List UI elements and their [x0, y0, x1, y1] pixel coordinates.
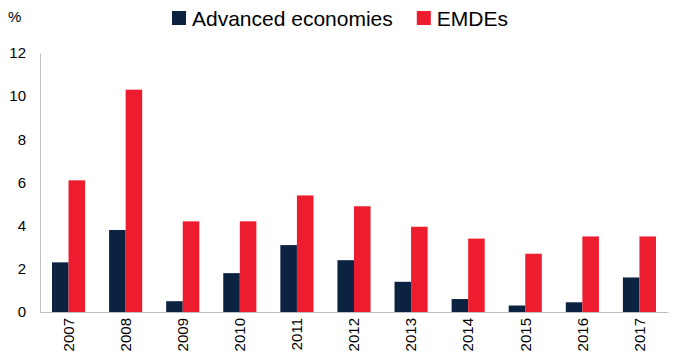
x-tick-label: 2009	[174, 318, 191, 351]
bar	[354, 206, 371, 312]
y-tick-label: 10	[9, 87, 26, 104]
x-tick-label: 2013	[402, 318, 419, 351]
y-tick-label: 2	[18, 260, 26, 277]
x-tick: 2012	[345, 318, 362, 351]
bars	[52, 90, 656, 312]
y-tick: 12	[9, 44, 40, 61]
bar	[411, 227, 428, 312]
legend-item: Advanced economies	[172, 7, 393, 30]
x-tick-label: 2015	[517, 318, 534, 351]
y-tick: 10	[9, 87, 40, 104]
x-tick: 2010	[231, 318, 248, 351]
bar	[126, 90, 143, 312]
bar	[52, 262, 69, 312]
chart: 0 2 4 6 8 10 12 2007 2008 2009 2010 2011 2012 2013 201…	[0, 0, 680, 363]
x-tick-label: 2007	[60, 318, 77, 351]
bar	[166, 301, 183, 312]
x-tick: 2014	[459, 318, 476, 351]
bar	[109, 230, 126, 312]
y-tick: 6	[18, 174, 40, 191]
bar	[223, 273, 240, 312]
legend-swatch	[172, 11, 186, 25]
bar	[525, 254, 542, 312]
bar	[297, 195, 314, 312]
legend-label: EMDEs	[437, 7, 508, 30]
x-tick-label: 2012	[345, 318, 362, 351]
x-tick-label: 2017	[631, 318, 648, 351]
y-tick: 0	[18, 303, 40, 320]
x-tick: 2008	[117, 318, 134, 351]
bar	[337, 260, 354, 312]
x-tick-label: 2014	[459, 318, 476, 351]
bar	[183, 221, 200, 312]
y-tick: 8	[18, 131, 40, 148]
bar	[566, 302, 583, 312]
bar	[468, 239, 485, 312]
bar	[509, 306, 526, 312]
x-tick-label: 2008	[117, 318, 134, 351]
y-axis: 0 2 4 6 8 10 12	[9, 44, 40, 320]
x-axis-line	[41, 312, 669, 313]
x-tick: 2015	[517, 318, 534, 351]
x-tick-label: 2010	[231, 318, 248, 351]
x-tick-label: 2011	[288, 318, 305, 350]
x-tick: 2013	[402, 318, 419, 351]
x-tick: 2011	[288, 318, 305, 350]
legend-item: EMDEs	[417, 7, 508, 30]
bar	[69, 180, 86, 312]
y-axis-title: %	[8, 8, 21, 25]
y-tick-label: 6	[18, 174, 26, 191]
series-bars	[69, 90, 656, 312]
bar	[395, 282, 412, 312]
bar	[452, 299, 469, 312]
x-axis: 2007 2008 2009 2010 2011 2012 2013 2014 2015 2016…	[41, 313, 669, 352]
y-tick: 4	[18, 217, 40, 234]
x-tick-label: 2016	[574, 318, 591, 351]
y-tick-label: 12	[9, 44, 26, 61]
legend-swatch	[417, 11, 431, 25]
bar	[240, 221, 257, 312]
x-tick: 2017	[631, 318, 648, 351]
bar	[582, 236, 599, 312]
y-tick-label: 0	[18, 303, 26, 320]
x-tick: 2007	[60, 318, 77, 351]
legend: Advanced economies EMDEs	[172, 7, 508, 30]
bar	[280, 245, 297, 312]
bar	[623, 277, 640, 312]
bar	[639, 236, 656, 312]
plot: 0 2 4 6 8 10 12 2007 2008 2009 2010 2011 2012 2013 201…	[9, 44, 668, 351]
y-tick-label: 4	[18, 217, 26, 234]
x-tick: 2009	[174, 318, 191, 351]
legend-label: Advanced economies	[192, 7, 393, 30]
y-tick-label: 8	[18, 131, 26, 148]
y-axis-line	[40, 54, 41, 313]
y-tick: 2	[18, 260, 40, 277]
x-tick: 2016	[574, 318, 591, 351]
